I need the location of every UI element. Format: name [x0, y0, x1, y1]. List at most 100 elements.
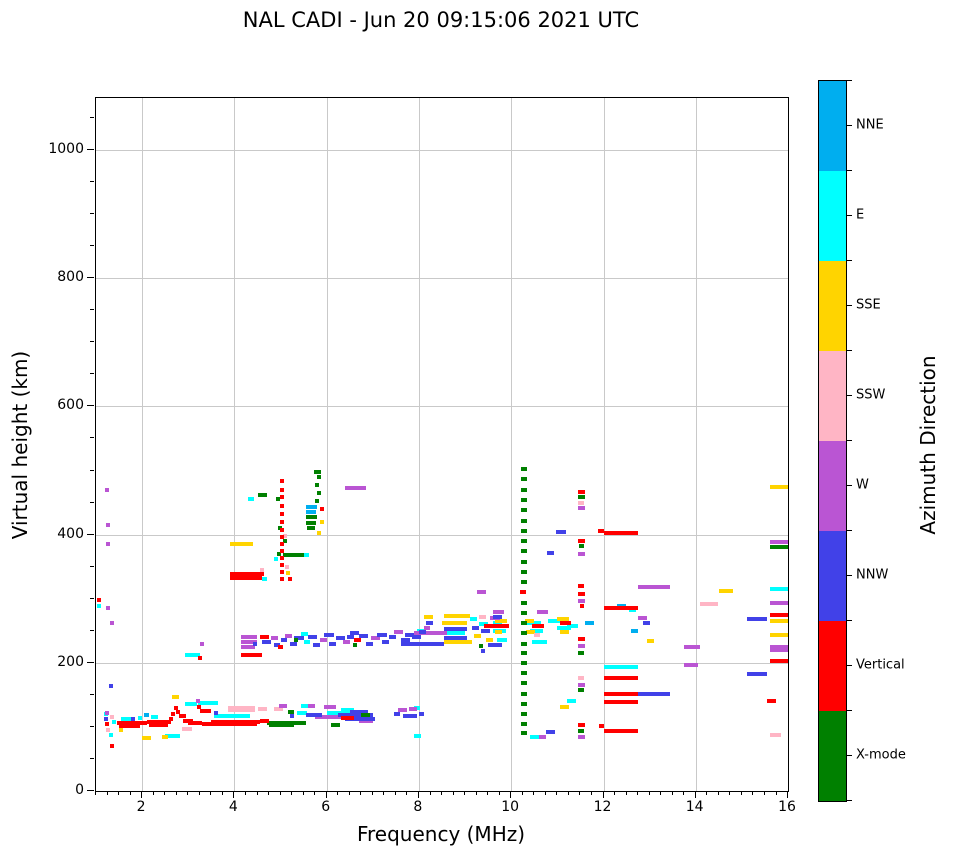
- data-mark-nnw: [349, 630, 359, 635]
- data-mark-sse: [319, 519, 324, 524]
- colorbar-tick: [847, 440, 852, 441]
- data-mark-vertical: [197, 705, 201, 709]
- data-mark-sse: [444, 614, 470, 618]
- data-mark-e: [566, 698, 576, 703]
- axis-tick: [244, 791, 246, 795]
- data-mark-w: [578, 551, 585, 556]
- data-mark-x-mode: [275, 497, 280, 502]
- y-tick-label: 0: [75, 782, 84, 798]
- data-mark-x-mode: [287, 710, 295, 715]
- gridline: [511, 98, 513, 791]
- data-mark-nnw: [108, 683, 113, 688]
- colorbar-category-label: Vertical: [856, 657, 905, 673]
- data-mark-w: [279, 703, 287, 708]
- colorbar-tick: [847, 710, 852, 711]
- data-mark-x-mode: [521, 701, 527, 706]
- data-mark-w: [578, 599, 585, 604]
- data-mark-x-mode: [478, 644, 483, 649]
- data-mark-w: [423, 625, 431, 630]
- data-mark-nnw: [444, 626, 468, 631]
- data-mark-ssw: [285, 564, 290, 569]
- data-mark-vertical: [259, 718, 269, 723]
- data-mark-x-mode: [578, 651, 585, 656]
- data-mark-x-mode: [521, 660, 527, 665]
- data-mark-sse: [769, 484, 788, 489]
- data-mark-x-mode: [521, 498, 527, 502]
- data-mark-vertical: [109, 744, 114, 749]
- axis-tick: [141, 791, 143, 798]
- x-tick-label: 10: [501, 799, 520, 815]
- data-mark-nnw: [312, 642, 320, 647]
- data-mark-ssw: [106, 728, 111, 733]
- axis-tick: [210, 791, 212, 795]
- data-mark-x-mode: [521, 580, 527, 584]
- axis-tick: [233, 791, 235, 798]
- colorbar-tick: [847, 620, 852, 621]
- axis-tick: [90, 116, 94, 118]
- data-mark-ssw: [227, 705, 256, 710]
- x-tick-label: 6: [321, 799, 331, 815]
- data-mark-nnw: [545, 730, 555, 734]
- data-mark-nne: [305, 510, 317, 515]
- data-mark-nnw: [412, 635, 422, 640]
- data-mark-w: [769, 648, 788, 652]
- axis-tick: [152, 791, 154, 795]
- data-mark-e: [121, 716, 131, 721]
- data-mark-x-mode: [521, 477, 527, 482]
- data-mark-x-mode: [521, 731, 527, 736]
- colorbar-segment-ssw: [819, 351, 846, 441]
- data-mark-nnw: [349, 709, 369, 714]
- data-mark-sse: [718, 589, 733, 593]
- data-mark-e: [273, 556, 278, 561]
- gridline: [142, 98, 144, 791]
- data-mark-x-mode: [521, 508, 527, 513]
- axis-tick: [429, 791, 431, 795]
- data-mark-e: [444, 630, 466, 635]
- data-mark-vertical: [229, 575, 263, 580]
- data-mark-vertical: [603, 729, 639, 734]
- axis-tick: [90, 309, 94, 311]
- axis-tick: [763, 791, 765, 795]
- data-mark-ssw: [259, 567, 265, 572]
- data-mark-vertical: [603, 531, 639, 536]
- data-mark-nnw: [444, 636, 468, 641]
- data-mark-sse: [647, 639, 655, 643]
- data-mark-nnw: [289, 641, 297, 646]
- data-mark-vertical: [149, 723, 168, 727]
- data-mark-w: [315, 715, 325, 720]
- data-mark-x-mode: [521, 487, 527, 492]
- axis-tick: [464, 791, 466, 795]
- data-mark-x-mode: [307, 526, 316, 531]
- data-mark-x-mode: [257, 492, 267, 497]
- axis-tick: [648, 791, 650, 795]
- data-mark-nnw: [556, 530, 567, 534]
- data-mark-nnw: [273, 642, 281, 647]
- axis-tick: [360, 791, 362, 795]
- data-mark-e: [529, 628, 544, 633]
- axis-tick: [533, 791, 535, 795]
- data-mark-vertical: [579, 604, 584, 609]
- data-mark-w: [342, 640, 350, 645]
- data-mark-e: [527, 621, 542, 625]
- data-mark-x-mode: [331, 723, 341, 727]
- data-mark-x-mode: [521, 610, 527, 615]
- axis-tick: [590, 791, 592, 795]
- colorbar-tick: [847, 395, 852, 396]
- colorbar-tick: [847, 170, 852, 171]
- axis-tick: [717, 791, 719, 795]
- data-mark-x-mode: [294, 638, 299, 643]
- data-mark-vertical: [199, 708, 212, 713]
- gridline: [96, 278, 788, 280]
- data-mark-w: [769, 645, 788, 650]
- axis-tick: [383, 791, 385, 795]
- data-mark-w: [370, 636, 380, 641]
- data-mark-w: [241, 634, 258, 639]
- axis-tick: [660, 791, 662, 795]
- data-mark-vertical: [279, 503, 285, 508]
- colorbar-category-label: E: [856, 207, 865, 223]
- data-mark-e: [137, 715, 143, 720]
- axis-tick: [406, 791, 408, 795]
- data-mark-w: [285, 633, 292, 638]
- data-mark-x-mode: [521, 600, 527, 605]
- data-mark-e: [469, 617, 477, 622]
